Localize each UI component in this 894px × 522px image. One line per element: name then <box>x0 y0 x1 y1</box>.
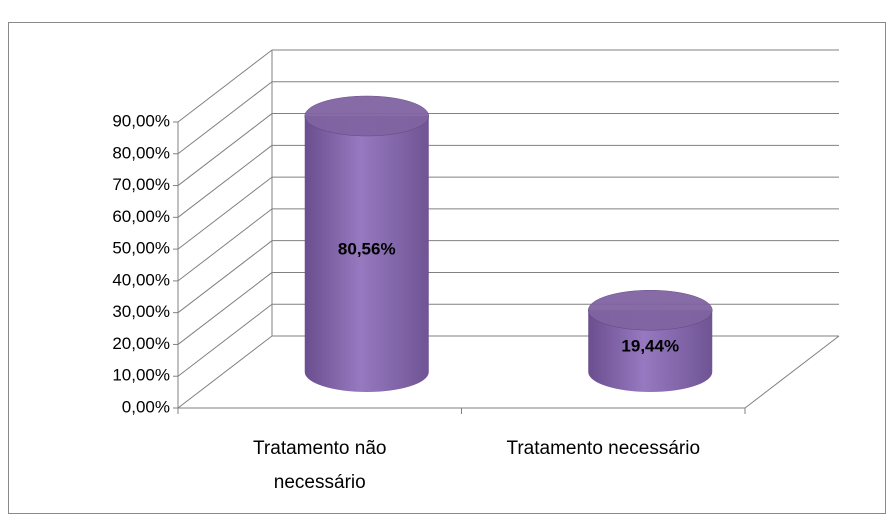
chart-border <box>8 22 886 514</box>
data-label: 19,44% <box>621 337 679 356</box>
bar-top <box>588 289 713 331</box>
grid-line <box>177 49 273 123</box>
grid-line <box>177 144 273 218</box>
x-tick-label: Tratamento necessário <box>506 438 701 459</box>
y-tick-label: 70,00% <box>112 175 170 194</box>
y-tick-label: 50,00% <box>112 239 170 258</box>
y-tick-label: 60,00% <box>112 207 170 226</box>
y-tick-label: 0,00% <box>122 397 170 416</box>
y-tick-label: 90,00% <box>112 111 170 130</box>
y-tick-label: 20,00% <box>112 334 170 353</box>
grid-line <box>177 113 273 186</box>
bar-top <box>304 95 429 137</box>
bar <box>588 310 713 392</box>
y-tick-label: 30,00% <box>112 302 170 321</box>
y-tick-label: 80,00% <box>112 143 170 162</box>
grid-line <box>177 176 273 250</box>
grid-line <box>177 335 273 409</box>
grid-line <box>177 81 273 155</box>
data-label: 80,56% <box>338 239 396 258</box>
x-tick-label: Tratamento não necessário <box>253 438 387 493</box>
floor-edge <box>744 335 840 409</box>
grid-line <box>177 208 273 282</box>
grid-line <box>177 303 273 377</box>
bar <box>304 115 429 392</box>
grid-line <box>177 272 273 345</box>
grid-line <box>177 240 273 314</box>
y-tick-label: 10,00% <box>112 366 170 385</box>
y-tick-label: 40,00% <box>112 270 170 289</box>
